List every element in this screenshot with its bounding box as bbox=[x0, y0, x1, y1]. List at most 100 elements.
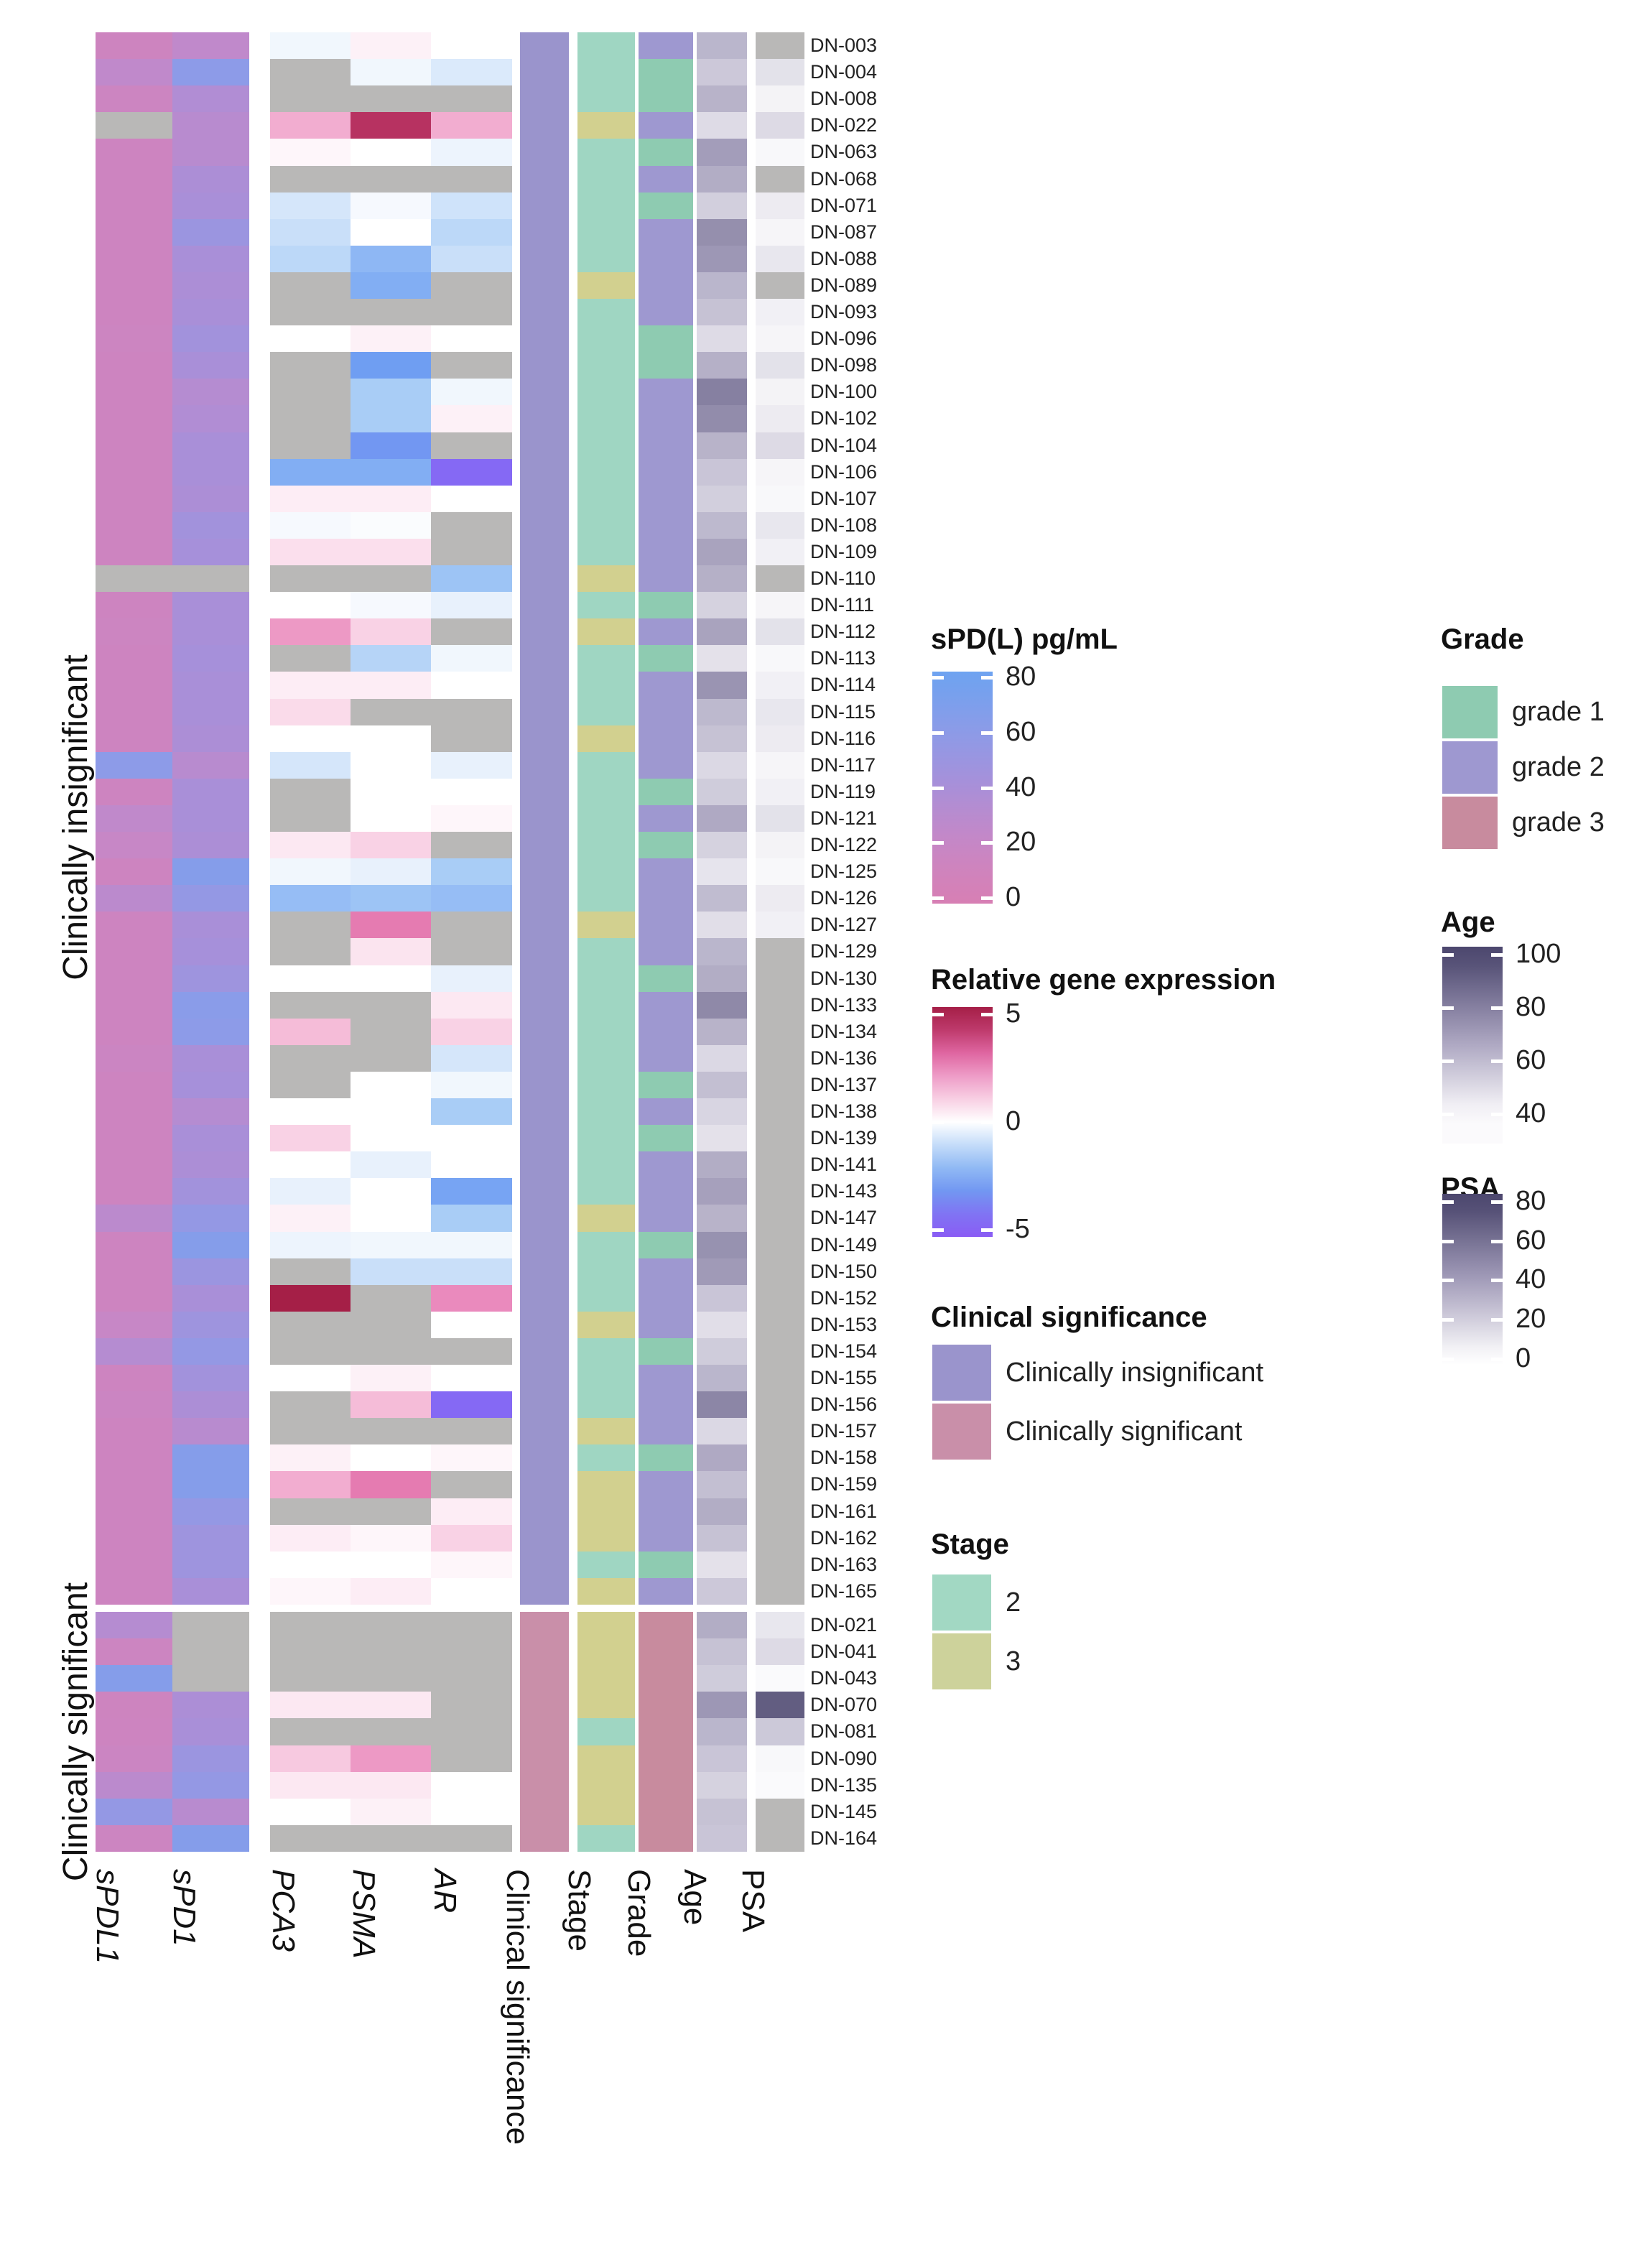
legend-tick-mark bbox=[1442, 1113, 1454, 1117]
heatmap-cell-stage bbox=[577, 991, 635, 1019]
heatmap-cell-psa bbox=[756, 59, 804, 86]
heatmap-cell-age bbox=[697, 432, 747, 460]
row-label: DN-147 bbox=[810, 1207, 878, 1229]
heatmap-cell-spdl1 bbox=[96, 379, 172, 406]
heatmap-cell-spd1 bbox=[172, 1205, 249, 1233]
heatmap-cell-clinsig bbox=[520, 858, 569, 886]
heatmap-cell-pca3 bbox=[270, 1498, 351, 1526]
heatmap-cell-spdl1 bbox=[96, 245, 172, 273]
legend-tick-mark bbox=[981, 1121, 993, 1124]
heatmap-cell-spd1 bbox=[172, 804, 249, 833]
heatmap-cell-psa bbox=[756, 645, 804, 672]
heatmap-cell-ar bbox=[431, 804, 512, 833]
heatmap-cell-stage bbox=[577, 1524, 635, 1552]
heatmap-cell-spd1 bbox=[172, 1665, 249, 1692]
heatmap-cell-clinsig bbox=[520, 1151, 569, 1179]
column-label-ar: AR bbox=[427, 1869, 463, 1914]
heatmap-cell-grade bbox=[639, 458, 693, 486]
heatmap-cell-ar bbox=[431, 112, 512, 139]
row-label: DN-136 bbox=[810, 1047, 878, 1069]
heatmap-cell-psma bbox=[351, 725, 431, 753]
heatmap-cell-grade bbox=[639, 912, 693, 939]
heatmap-cell-clinsig bbox=[520, 1365, 569, 1392]
heatmap-cell-pca3 bbox=[270, 1745, 351, 1773]
heatmap-cell-grade bbox=[639, 165, 693, 193]
heatmap-cell-clinsig bbox=[520, 485, 569, 513]
heatmap-cell-spdl1 bbox=[96, 1638, 172, 1666]
legend-tick-mark bbox=[981, 841, 993, 845]
heatmap-cell-spdl1 bbox=[96, 1391, 172, 1419]
heatmap-cell-spd1 bbox=[172, 1524, 249, 1552]
heatmap-cell-pca3 bbox=[270, 165, 351, 193]
heatmap-cell-pca3 bbox=[270, 592, 351, 619]
heatmap-cell-spdl1 bbox=[96, 698, 172, 726]
heatmap-cell-spd1 bbox=[172, 1231, 249, 1259]
heatmap-cell-ar bbox=[431, 1391, 512, 1419]
heatmap-cell-psa bbox=[756, 1665, 804, 1692]
heatmap-cell-psma bbox=[351, 645, 431, 672]
heatmap-cell-age bbox=[697, 1258, 747, 1286]
heatmap-cell-pca3 bbox=[270, 1418, 351, 1445]
legend-swatch-grade bbox=[1442, 797, 1498, 849]
legend-tick-mark bbox=[1442, 1279, 1454, 1283]
row-label: DN-126 bbox=[810, 887, 878, 909]
heatmap-cell-age bbox=[697, 32, 747, 60]
heatmap-cell-grade bbox=[639, 1798, 693, 1826]
heatmap-cell-clinsig bbox=[520, 1337, 569, 1365]
heatmap-cell-spdl1 bbox=[96, 1231, 172, 1259]
heatmap-cell-stage bbox=[577, 379, 635, 406]
heatmap-cell-psa bbox=[756, 1745, 804, 1773]
heatmap-cell-psa bbox=[756, 1258, 804, 1286]
heatmap-cell-clinsig bbox=[520, 1498, 569, 1526]
heatmap-cell-ar bbox=[431, 1284, 512, 1312]
heatmap-cell-pca3 bbox=[270, 565, 351, 593]
heatmap-cell-psa bbox=[756, 1178, 804, 1205]
heatmap-cell-age bbox=[697, 1044, 747, 1072]
heatmap-cell-ar bbox=[431, 991, 512, 1019]
heatmap-cell-ar bbox=[431, 1692, 512, 1719]
heatmap-cell-spdl1 bbox=[96, 1612, 172, 1639]
heatmap-cell-stage bbox=[577, 1391, 635, 1419]
row-label: DN-162 bbox=[810, 1526, 878, 1549]
heatmap-cell-stage bbox=[577, 1444, 635, 1472]
legend-tick-mark bbox=[1442, 1318, 1454, 1322]
heatmap-cell-spdl1 bbox=[96, 1771, 172, 1799]
row-label: DN-130 bbox=[810, 967, 878, 989]
heatmap-cell-spd1 bbox=[172, 1692, 249, 1719]
heatmap-cell-grade bbox=[639, 299, 693, 326]
heatmap-cell-spd1 bbox=[172, 672, 249, 700]
heatmap-cell-psma bbox=[351, 485, 431, 513]
heatmap-cell-spdl1 bbox=[96, 858, 172, 886]
heatmap-cell-ar bbox=[431, 1365, 512, 1392]
heatmap-cell-ar bbox=[431, 458, 512, 486]
legend-tick-mark bbox=[1491, 1318, 1503, 1322]
heatmap-cell-psma bbox=[351, 432, 431, 460]
heatmap-cell-pca3 bbox=[270, 991, 351, 1019]
heatmap-cell-grade bbox=[639, 1612, 693, 1639]
row-label: DN-149 bbox=[810, 1233, 878, 1256]
heatmap-cell-spdl1 bbox=[96, 1018, 172, 1046]
heatmap-cell-psma bbox=[351, 405, 431, 433]
legend-tick-label: 40 bbox=[1006, 771, 1036, 802]
heatmap-cell-stage bbox=[577, 1311, 635, 1339]
heatmap-cell-psma bbox=[351, 1798, 431, 1826]
heatmap-cell-pca3 bbox=[270, 1551, 351, 1579]
heatmap-cell-spd1 bbox=[172, 538, 249, 566]
heatmap-cell-pca3 bbox=[270, 725, 351, 753]
row-label: DN-125 bbox=[810, 861, 878, 883]
heatmap-cell-psma bbox=[351, 325, 431, 353]
legend-tick-mark bbox=[1442, 1006, 1454, 1011]
heatmap-cell-spd1 bbox=[172, 965, 249, 993]
heatmap-cell-stage bbox=[577, 1178, 635, 1205]
heatmap-cell-psa bbox=[756, 272, 804, 300]
heatmap-cell-grade bbox=[639, 1258, 693, 1286]
heatmap-cell-age bbox=[697, 325, 747, 353]
heatmap-cell-stage bbox=[577, 1205, 635, 1233]
heatmap-cell-grade bbox=[639, 85, 693, 113]
legend-tick-mark bbox=[1442, 1239, 1454, 1243]
heatmap-cell-age bbox=[697, 618, 747, 646]
heatmap-cell-ar bbox=[431, 1178, 512, 1205]
legend-tick-mark bbox=[1442, 953, 1454, 957]
legend-tick-mark bbox=[932, 786, 944, 790]
heatmap-cell-grade bbox=[639, 59, 693, 86]
